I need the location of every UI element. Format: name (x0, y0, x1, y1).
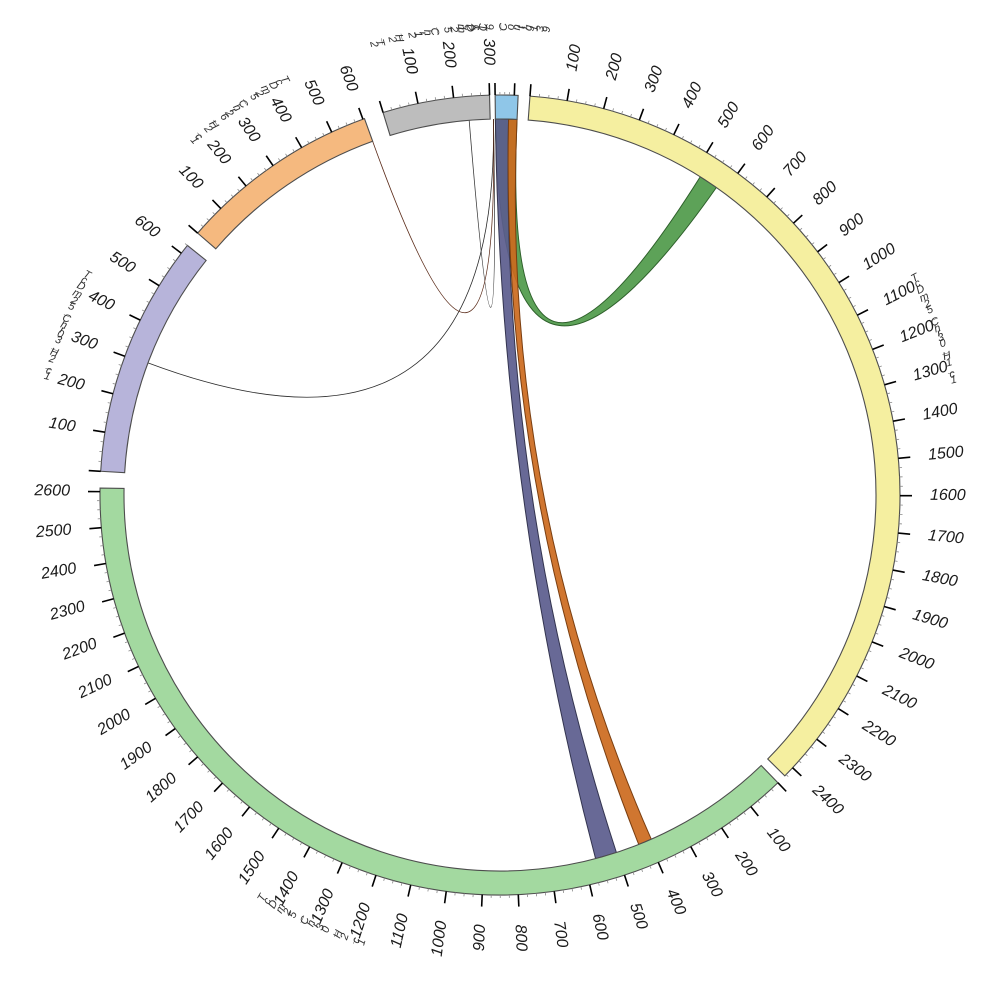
svg-text:500: 500 (715, 99, 743, 131)
svg-text:1000: 1000 (860, 240, 899, 273)
svg-text:1400: 1400 (921, 400, 959, 423)
svg-text:600: 600 (588, 912, 611, 942)
svg-text:800: 800 (511, 924, 529, 952)
svg-text:1700: 1700 (927, 527, 964, 547)
svg-text:1300: 1300 (308, 887, 338, 927)
svg-text:2200: 2200 (858, 717, 898, 751)
svg-text:1900: 1900 (117, 739, 156, 774)
svg-text:1600: 1600 (930, 487, 966, 504)
svg-text:900: 900 (836, 210, 868, 240)
svg-text:1800: 1800 (921, 567, 959, 590)
svg-text:1500: 1500 (927, 443, 964, 463)
svg-text:2300: 2300 (47, 598, 87, 624)
svg-text:2400: 2400 (39, 560, 78, 583)
svg-text:200: 200 (55, 371, 86, 394)
svg-text:100: 100 (763, 824, 793, 856)
svg-text:100: 100 (564, 43, 585, 72)
svg-text:1500: 1500 (235, 848, 269, 887)
svg-text:800: 800 (810, 178, 841, 209)
svg-text:1600: 1600 (202, 825, 238, 863)
svg-text:600: 600 (131, 212, 163, 242)
svg-text:1900: 1900 (911, 606, 950, 632)
svg-text:400: 400 (663, 886, 689, 917)
svg-text:200: 200 (439, 39, 459, 69)
svg-text:500: 500 (300, 77, 327, 108)
svg-text:400: 400 (86, 287, 118, 314)
svg-text:500: 500 (107, 248, 139, 277)
svg-text:1: 1 (949, 373, 958, 386)
svg-text:1100: 1100 (388, 912, 412, 949)
svg-text:2400: 2400 (808, 781, 846, 818)
svg-text:2100: 2100 (75, 671, 115, 702)
svg-text:300: 300 (642, 64, 667, 95)
svg-text:700: 700 (550, 920, 570, 949)
svg-text:200: 200 (203, 136, 234, 168)
svg-text:1700: 1700 (171, 799, 208, 837)
svg-text:100: 100 (175, 162, 206, 193)
svg-text:1000: 1000 (429, 920, 451, 958)
svg-text:700: 700 (780, 149, 811, 180)
svg-text:300: 300 (69, 328, 100, 353)
svg-text:2000: 2000 (896, 644, 936, 673)
svg-text:1800: 1800 (142, 770, 180, 806)
svg-text:400: 400 (266, 94, 294, 126)
svg-text:200: 200 (603, 52, 627, 83)
svg-text:400: 400 (679, 80, 706, 112)
svg-text:100: 100 (398, 46, 420, 76)
svg-text:2600: 2600 (33, 482, 70, 499)
svg-text:200: 200 (731, 847, 761, 880)
svg-text:900: 900 (471, 924, 489, 952)
svg-text:2300: 2300 (835, 750, 874, 786)
svg-text:9: 9 (541, 26, 554, 33)
svg-text:2000: 2000 (94, 706, 134, 739)
svg-text:2200: 2200 (59, 635, 99, 664)
svg-text:300: 300 (234, 114, 263, 146)
svg-text:2100: 2100 (879, 681, 919, 713)
svg-text:500: 500 (626, 901, 651, 932)
svg-text:300: 300 (480, 38, 498, 65)
svg-text:1200: 1200 (347, 901, 374, 940)
svg-text:300: 300 (698, 869, 726, 901)
svg-text:100: 100 (48, 415, 77, 436)
svg-text:600: 600 (749, 122, 779, 154)
svg-text:600: 600 (336, 63, 361, 94)
svg-text:2500: 2500 (34, 521, 72, 541)
